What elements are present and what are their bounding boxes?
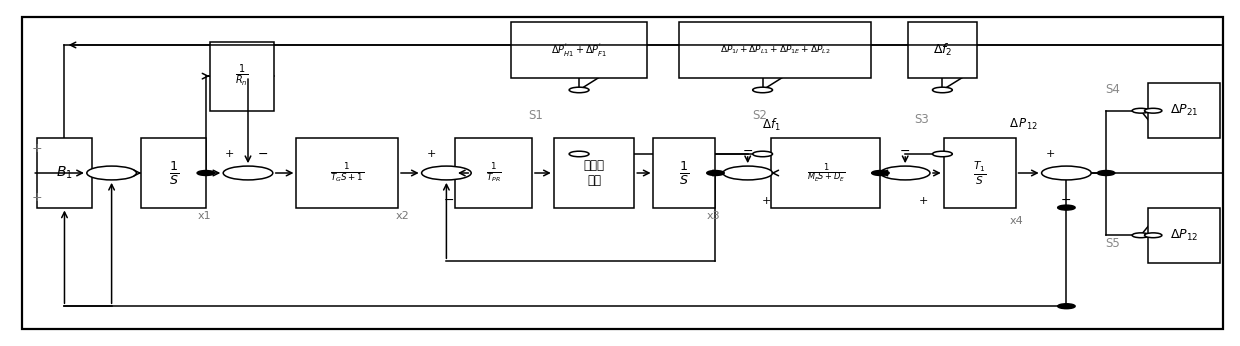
Circle shape xyxy=(723,166,773,180)
Text: $\frac{1}{M_ES+D_E}$: $\frac{1}{M_ES+D_E}$ xyxy=(806,162,846,184)
Text: +: + xyxy=(427,149,436,159)
Circle shape xyxy=(880,166,930,180)
Circle shape xyxy=(1097,171,1115,175)
Circle shape xyxy=(1132,233,1149,238)
Text: −: − xyxy=(258,147,268,161)
Bar xyxy=(680,22,870,78)
Circle shape xyxy=(569,87,589,93)
Text: +: + xyxy=(919,196,929,206)
Circle shape xyxy=(1132,108,1149,113)
Bar xyxy=(1148,208,1220,263)
Text: $\Delta P_{H1}^{'}+\Delta P_{F1}^{'}$: $\Delta P_{H1}^{'}+\Delta P_{F1}^{'}$ xyxy=(551,41,608,59)
Text: −: − xyxy=(444,194,454,207)
Text: +: + xyxy=(1045,149,1055,159)
Text: S2: S2 xyxy=(753,109,768,122)
Bar xyxy=(37,138,92,208)
Bar xyxy=(1148,83,1220,138)
Text: x1: x1 xyxy=(198,211,211,221)
Bar xyxy=(141,138,206,208)
Circle shape xyxy=(197,171,215,175)
Text: S4: S4 xyxy=(1105,83,1120,97)
Text: $\Delta f_2$: $\Delta f_2$ xyxy=(932,42,952,58)
Text: $\frac{1}{T_GS+1}$: $\frac{1}{T_GS+1}$ xyxy=(330,161,365,185)
Circle shape xyxy=(1145,108,1162,113)
Circle shape xyxy=(1058,205,1075,210)
Text: S1: S1 xyxy=(528,109,543,122)
Circle shape xyxy=(932,87,952,93)
Text: $\Delta f_1$: $\Delta f_1$ xyxy=(761,117,781,133)
Text: $\Delta\,P_{12}$: $\Delta\,P_{12}$ xyxy=(1008,117,1038,132)
Circle shape xyxy=(753,151,773,157)
Bar xyxy=(771,138,880,208)
Circle shape xyxy=(223,166,273,180)
Text: $\frac{1}{S}$: $\frac{1}{S}$ xyxy=(680,159,689,187)
Bar xyxy=(944,138,1016,208)
Text: S3: S3 xyxy=(914,113,929,126)
Text: 上下限
限值: 上下限 限值 xyxy=(584,159,604,187)
Circle shape xyxy=(872,171,889,175)
Circle shape xyxy=(753,87,773,93)
Bar xyxy=(210,42,274,111)
Circle shape xyxy=(1042,166,1091,180)
Text: $\frac{1}{R_n}$: $\frac{1}{R_n}$ xyxy=(236,63,248,89)
Text: S5: S5 xyxy=(1105,237,1120,251)
Text: x2: x2 xyxy=(396,211,410,221)
Text: −: − xyxy=(900,145,910,158)
Text: $\frac{T_1}{S}$: $\frac{T_1}{S}$ xyxy=(973,159,986,187)
Circle shape xyxy=(932,151,952,157)
Circle shape xyxy=(1058,304,1075,309)
Bar xyxy=(908,22,977,78)
Bar xyxy=(511,22,647,78)
Circle shape xyxy=(707,171,724,175)
Text: +: + xyxy=(224,149,234,159)
Text: +: + xyxy=(32,191,42,204)
Text: +: + xyxy=(32,142,42,155)
Text: $\frac{1}{S}$: $\frac{1}{S}$ xyxy=(169,159,179,187)
Bar xyxy=(653,138,715,208)
Text: x4: x4 xyxy=(1009,217,1024,226)
Circle shape xyxy=(569,151,589,157)
Bar xyxy=(455,138,532,208)
Text: $\Delta P_{12}$: $\Delta P_{12}$ xyxy=(1171,228,1198,243)
Text: x3: x3 xyxy=(707,211,719,221)
Text: $B_1$: $B_1$ xyxy=(56,165,73,181)
Text: $\Delta P_{21}$: $\Delta P_{21}$ xyxy=(1171,103,1198,118)
Text: $\frac{1}{T_{PR}}$: $\frac{1}{T_{PR}}$ xyxy=(486,161,501,185)
Circle shape xyxy=(87,166,136,180)
Text: $\Delta P_{1I}+\Delta P_{L1}+\Delta P_{1E}+\Delta P_{L2}$: $\Delta P_{1I}+\Delta P_{L1}+\Delta P_{1… xyxy=(719,44,831,56)
Bar xyxy=(553,138,634,208)
Text: −: − xyxy=(743,145,753,158)
Text: −: − xyxy=(1061,194,1071,207)
Circle shape xyxy=(422,166,471,180)
Text: +: + xyxy=(761,196,771,206)
Circle shape xyxy=(1145,233,1162,238)
Bar xyxy=(296,138,398,208)
